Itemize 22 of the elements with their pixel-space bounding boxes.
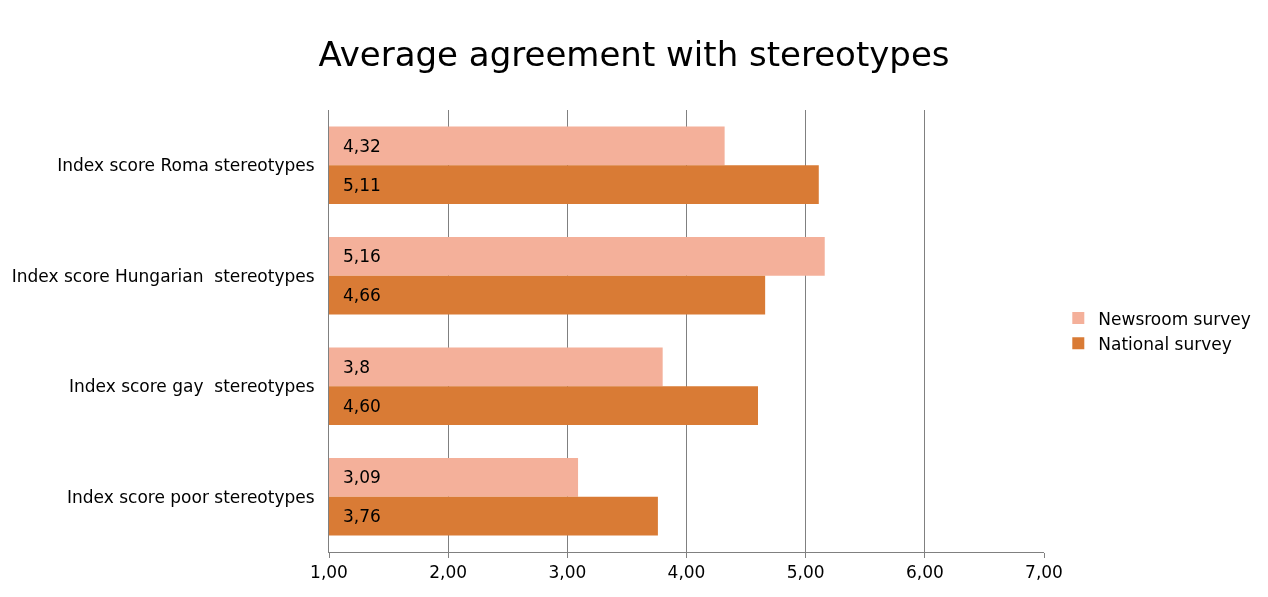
legend-label: National survey — [1098, 333, 1232, 354]
x-tick-label: 2,00 — [429, 562, 468, 583]
x-tick-label: 3,00 — [548, 562, 587, 583]
y-tick-label: Index score poor stereotypes — [67, 486, 315, 507]
data-label: 3,76 — [343, 506, 381, 526]
data-label: 4,32 — [343, 136, 381, 156]
data-label: 4,66 — [343, 285, 381, 305]
x-tick-label: 1,00 — [310, 562, 348, 583]
y-tick-label: Index score Hungarian stereotypes — [11, 265, 315, 286]
data-label: 5,16 — [343, 246, 381, 266]
x-tick-label: 5,00 — [786, 562, 825, 583]
data-label: 3,09 — [343, 467, 381, 487]
x-tick-label: 6,00 — [905, 562, 944, 583]
y-tick-label: Index score gay stereotypes — [68, 376, 315, 397]
y-tick-label: Index score Roma stereotypes — [57, 155, 315, 176]
data-label: 3,8 — [343, 357, 371, 377]
x-tick-label: 7,00 — [1025, 562, 1063, 583]
data-label: 5,11 — [343, 175, 381, 195]
data-label: 4,60 — [343, 396, 381, 416]
chart-title: Average agreement with stereotypes — [318, 33, 950, 74]
legend-label: Newsroom survey — [1098, 308, 1251, 329]
x-tick-label: 4,00 — [667, 562, 706, 583]
